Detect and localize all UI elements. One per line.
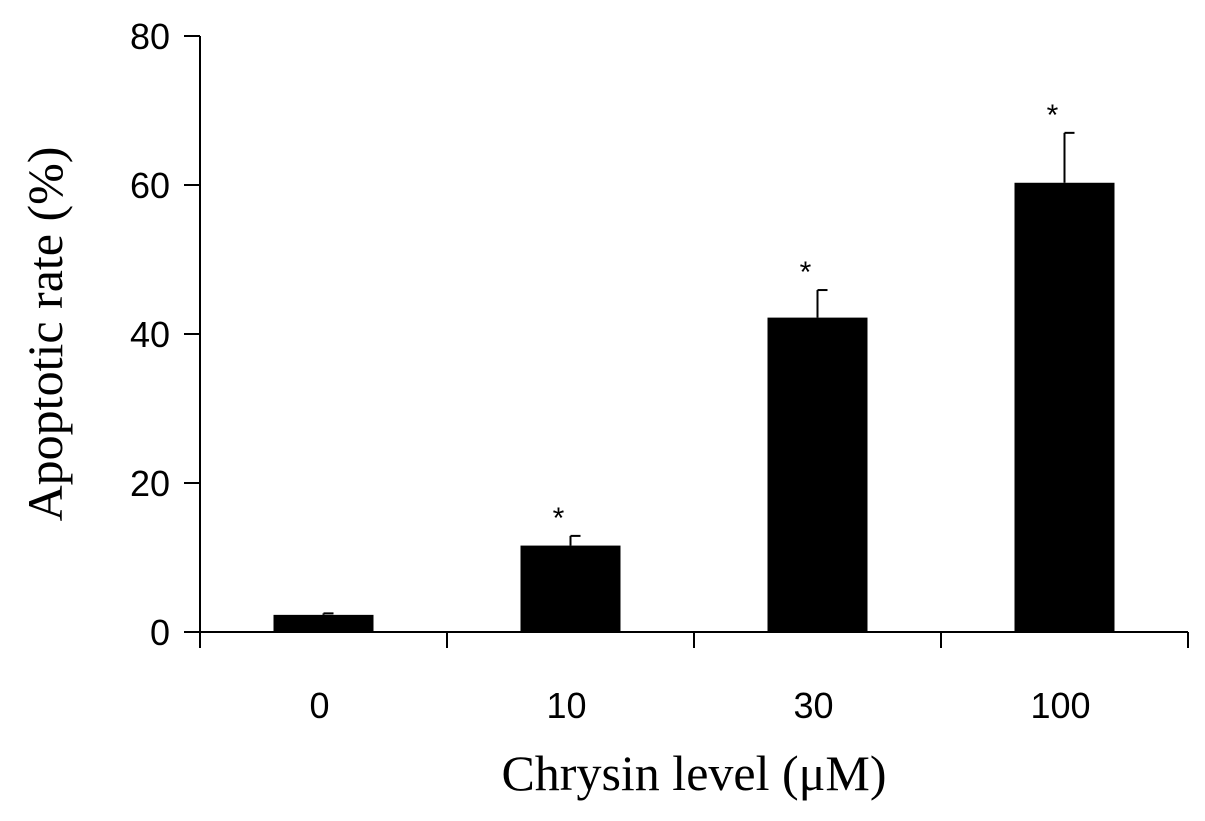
y-ticks: 0 20 40 60 80 — [130, 16, 200, 653]
significance-marker: * — [553, 502, 565, 535]
y-tick-label: 40 — [130, 314, 170, 355]
y-axis-title: Apoptotic rate (%) — [17, 147, 73, 522]
x-axis-title: Chrysin level (μM) — [501, 745, 886, 801]
y-tick-label: 0 — [150, 612, 170, 653]
bar — [520, 545, 621, 632]
bars: * * * — [273, 99, 1115, 632]
significance-marker: * — [1047, 99, 1059, 132]
x-tick-label: 100 — [1030, 685, 1090, 726]
x-tick-label: 30 — [793, 685, 833, 726]
x-tick-label: 0 — [309, 685, 329, 726]
x-tick-label: 10 — [546, 685, 586, 726]
bar — [1014, 182, 1115, 632]
significance-marker: * — [800, 256, 812, 289]
bar — [767, 317, 868, 632]
y-tick-label: 20 — [130, 463, 170, 504]
y-tick-label: 80 — [130, 16, 170, 57]
x-ticks: 0 10 30 100 — [199, 632, 1189, 726]
bar — [273, 614, 374, 632]
y-tick-label: 60 — [130, 165, 170, 206]
